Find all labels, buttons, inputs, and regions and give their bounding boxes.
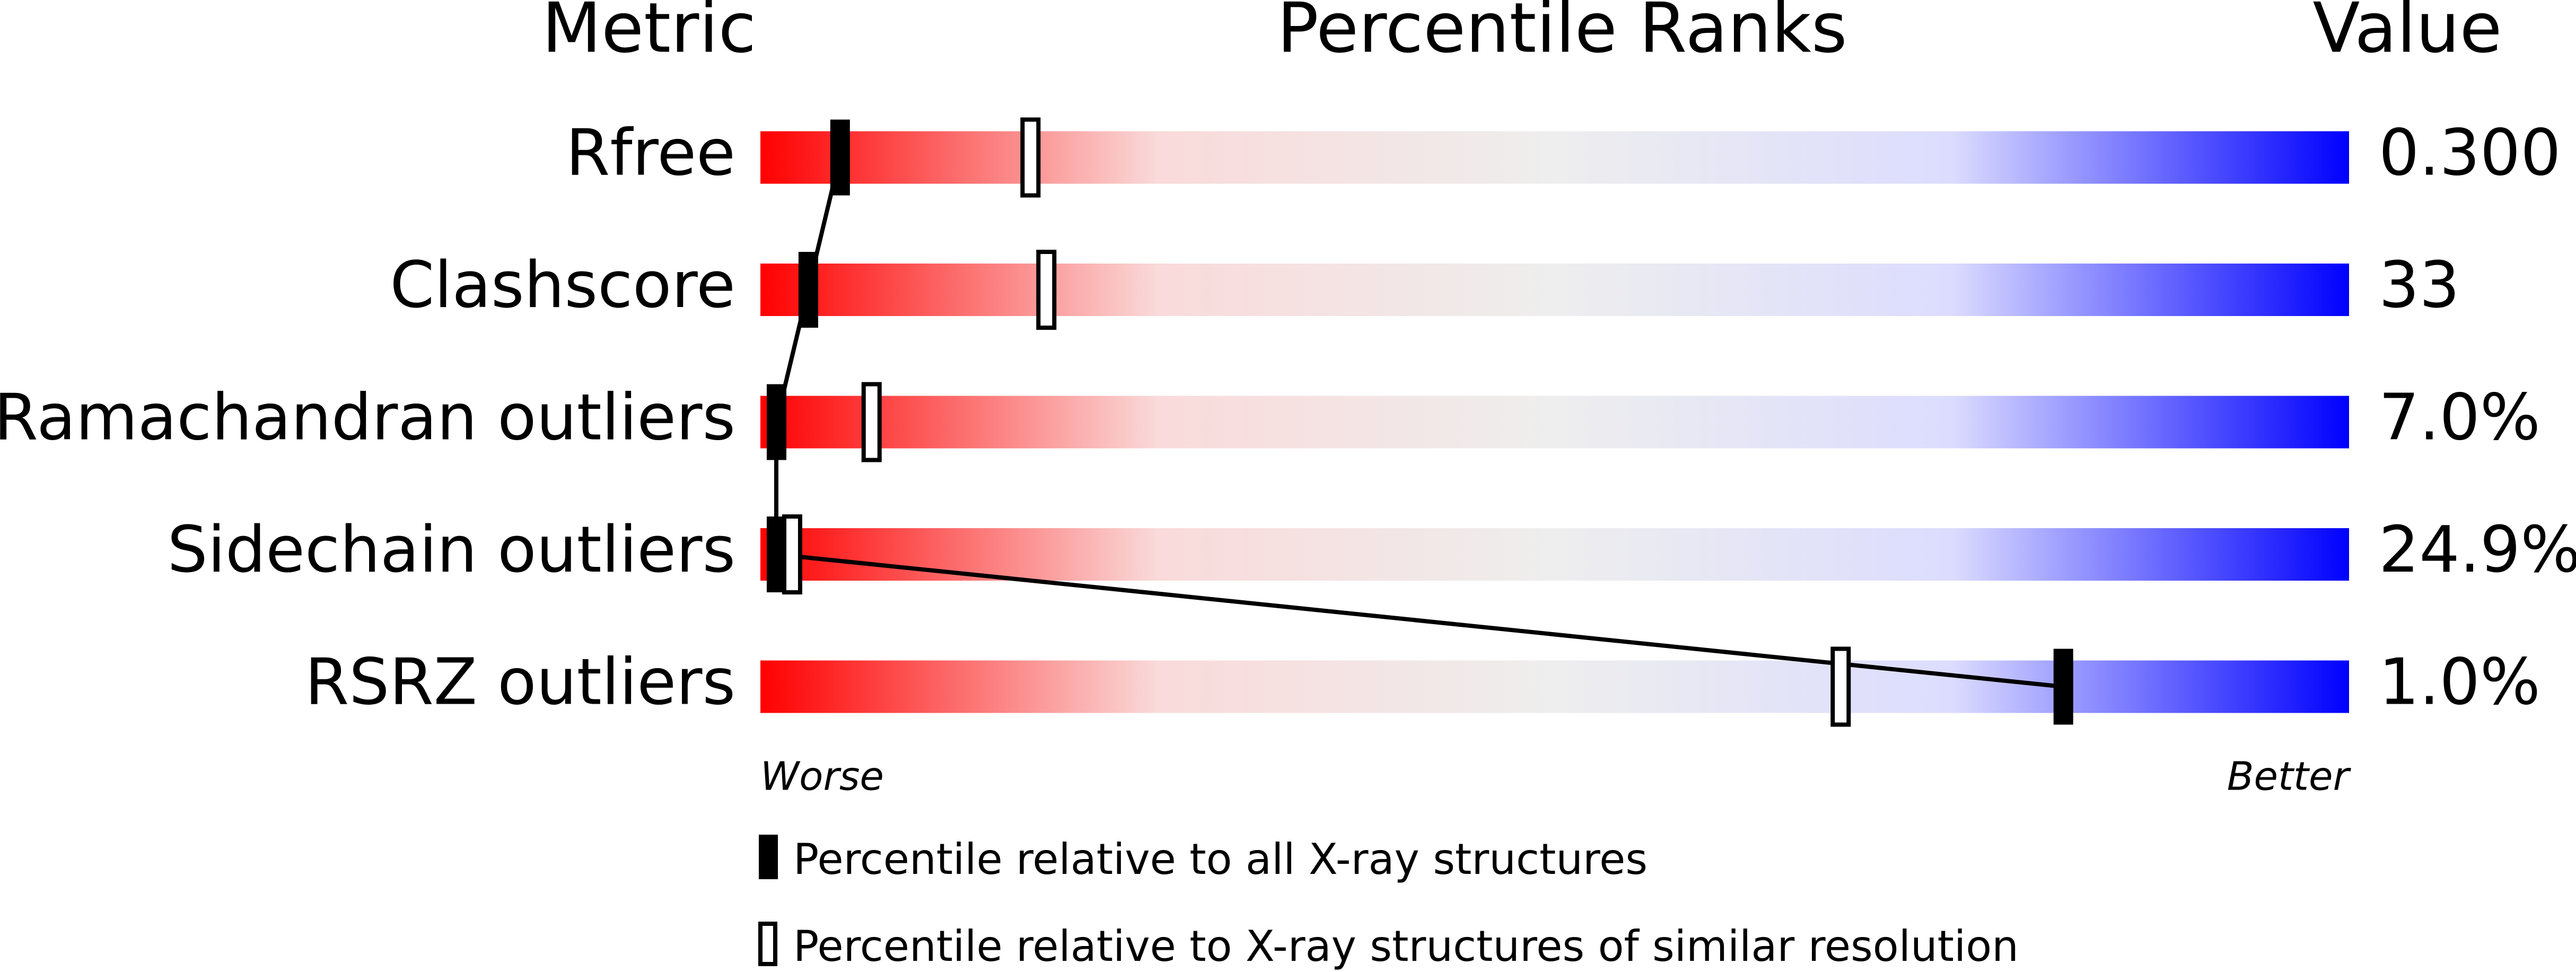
percentile-bar bbox=[760, 131, 2349, 184]
marker-similar bbox=[861, 382, 882, 462]
marker-similar bbox=[1020, 117, 1041, 198]
metric-label: Ramachandran outliers bbox=[0, 381, 735, 455]
legend-label: Percentile relative to all X-ray structu… bbox=[793, 835, 1648, 884]
marker-all bbox=[2053, 649, 2073, 725]
legend-label: Percentile relative to X-ray structures … bbox=[793, 922, 2019, 971]
metric-value: 7.0% bbox=[2379, 381, 2540, 455]
marker-similar bbox=[1036, 250, 1057, 330]
metric-label: Clashscore bbox=[390, 249, 735, 322]
marker-similar bbox=[1830, 646, 1851, 727]
marker-all bbox=[798, 252, 818, 328]
percentile-bar bbox=[760, 660, 2349, 713]
marker-similar bbox=[782, 514, 802, 594]
percentile-bar bbox=[760, 528, 2349, 581]
marker-all bbox=[766, 516, 786, 592]
legend-swatch bbox=[758, 922, 777, 966]
marker-all bbox=[766, 384, 786, 460]
column-header: Metric bbox=[542, 0, 756, 68]
axis-end-label: Better bbox=[2227, 754, 2352, 800]
metric-label: Sidechain outliers bbox=[167, 513, 735, 587]
metric-label: Rfree bbox=[566, 117, 735, 190]
legend-swatch bbox=[759, 835, 778, 879]
marker-all bbox=[830, 119, 850, 196]
percentile-bar bbox=[760, 396, 2349, 449]
column-header: Value bbox=[2313, 0, 2502, 68]
axis-start-label: Worse bbox=[760, 754, 884, 800]
metric-value: 33 bbox=[2379, 249, 2460, 322]
metric-value: 1.0% bbox=[2379, 646, 2540, 720]
metric-label: RSRZ outliers bbox=[305, 646, 735, 720]
metric-value: 0.300 bbox=[2379, 117, 2561, 190]
column-header: Percentile Ranks bbox=[1277, 0, 1847, 68]
metric-value: 24.9% bbox=[2379, 513, 2576, 587]
percentile-bar bbox=[760, 264, 2349, 316]
